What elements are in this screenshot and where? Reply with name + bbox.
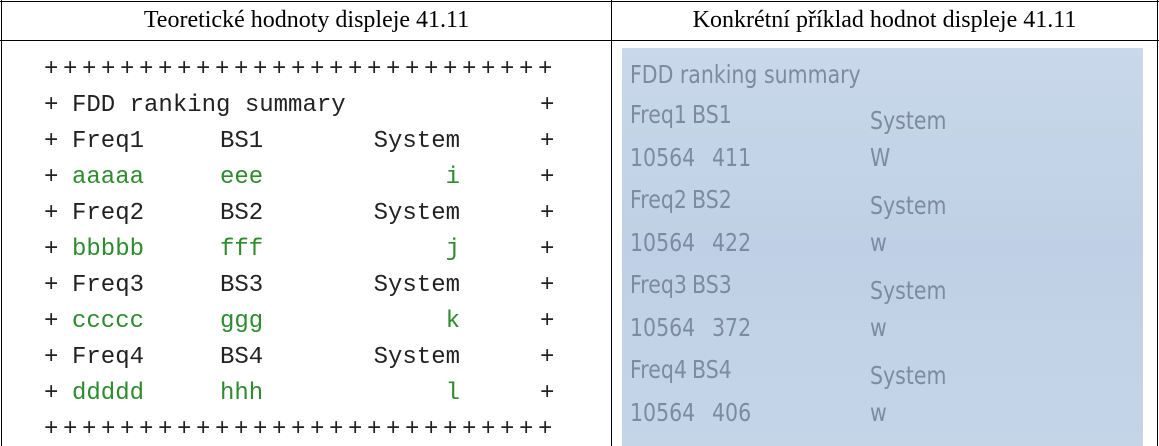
display-text: Freq1 (630, 100, 687, 129)
display-text: BS2 (220, 200, 264, 227)
rule (1, 0, 2, 446)
display-text: 372 (712, 312, 752, 342)
display-text: Freq3 (72, 272, 145, 299)
display-text: 10564 (630, 397, 696, 427)
display-text: System (870, 276, 947, 305)
header: Konkrétní příklad hodnot displeje 41.11 (692, 7, 1077, 33)
rule (1157, 0, 1158, 446)
display-text: k (445, 308, 460, 335)
border-char: + (540, 92, 555, 119)
display-text: Freq4 (630, 355, 687, 384)
border-char: + (540, 344, 555, 371)
border-char: + (540, 380, 555, 407)
display-text: FDD ranking summary (72, 92, 346, 119)
border-char: + (44, 308, 59, 335)
display-text: Freq2 (72, 200, 145, 227)
border-char: + (44, 164, 59, 191)
display-text: ccccc (72, 308, 145, 335)
display-text: ddddd (72, 380, 145, 407)
rule (0, 40, 1159, 41)
rule (0, 1, 1159, 2)
display-text: System (373, 200, 460, 227)
border-line: +++++++++++++++++++++++++++ (44, 56, 558, 83)
display-text: System (870, 361, 947, 390)
display-text: hhh (220, 380, 264, 407)
border-char: + (44, 344, 59, 371)
border-char: + (540, 308, 555, 335)
border-line: +++++++++++++++++++++++++++ (44, 416, 558, 443)
display-text: BS2 (692, 185, 732, 214)
display-text: ggg (220, 308, 264, 335)
display-text: 10564 (630, 142, 696, 172)
display-text: 10564 (630, 312, 696, 342)
border-char: + (44, 92, 59, 119)
display-text: BS3 (220, 272, 264, 299)
display-text: j (445, 236, 460, 263)
display-text: fff (220, 236, 264, 263)
display-text: w (870, 397, 887, 427)
display-text: l (445, 380, 460, 407)
display-text: w (870, 312, 887, 342)
display-title: FDD ranking summary (630, 60, 861, 89)
border-char: + (540, 236, 555, 263)
display-text: BS1 (220, 128, 264, 155)
border-char: + (44, 236, 59, 263)
display-text: BS4 (220, 344, 264, 371)
display-text: System (870, 106, 947, 135)
display-text: 411 (712, 142, 752, 172)
border-char: + (540, 128, 555, 155)
display-text: BS4 (692, 355, 732, 384)
display-text: System (373, 272, 460, 299)
display-text: Freq3 (630, 270, 687, 299)
border-char: + (44, 128, 59, 155)
display-text: 406 (712, 397, 752, 427)
display-text: Freq4 (72, 344, 145, 371)
display-photo: FDD ranking summary Freq1 BS1 System 10564 41… (622, 48, 1143, 446)
border-char: + (540, 272, 555, 299)
display-text: System (373, 344, 460, 371)
display-text: Freq2 (630, 185, 687, 214)
rule (611, 0, 612, 446)
display-text: System (870, 191, 947, 220)
display-text: Freq1 (72, 128, 145, 155)
display-text: eee (220, 164, 264, 191)
display-text: System (373, 128, 460, 155)
display-text: bbbbb (72, 236, 145, 263)
display-text: i (445, 164, 460, 191)
border-char: + (540, 200, 555, 227)
display-text: W (870, 142, 891, 172)
display-text: BS1 (692, 100, 732, 129)
border-char: + (44, 200, 59, 227)
border-char: + (540, 164, 555, 191)
display-text: 422 (712, 227, 752, 257)
header: Teoretické hodnoty displeje 41.11 (143, 7, 470, 33)
border-char: + (44, 380, 59, 407)
border-char: + (44, 272, 59, 299)
display-text: aaaaa (72, 164, 145, 191)
display-text: w (870, 227, 887, 257)
display-text: 10564 (630, 227, 696, 257)
display-text: BS3 (692, 270, 732, 299)
